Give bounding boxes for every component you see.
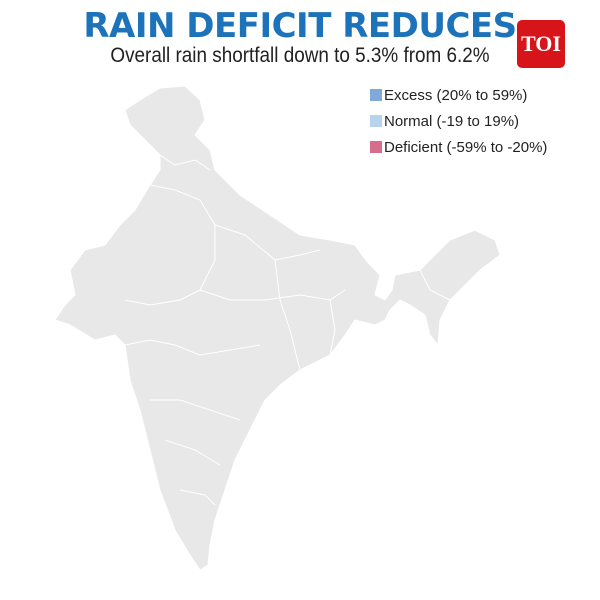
subtitle: Overall rain shortfall down to 5.3% from…: [110, 44, 490, 67]
india-outline: [54, 85, 501, 571]
legend-item-normal: Normal (-19 to 19%): [370, 108, 547, 134]
legend-item-deficient: Deficient (-59% to -20%): [370, 134, 547, 160]
legend-label: Deficient (-59% to -20%): [384, 138, 548, 156]
toi-logo: TOI: [517, 20, 565, 68]
legend: Excess (20% to 59%) Normal (-19 to 19%) …: [370, 82, 547, 160]
title: RAIN DEFICIT REDUCES: [83, 6, 517, 46]
legend-item-excess: Excess (20% to 59%): [370, 82, 547, 108]
legend-swatch: [370, 115, 382, 127]
legend-label: Normal (-19 to 19%): [384, 112, 520, 130]
legend-label: Excess (20% to 59%): [384, 86, 528, 104]
legend-swatch: [370, 89, 382, 101]
legend-swatch: [370, 141, 382, 153]
state-borders: [124, 154, 451, 506]
